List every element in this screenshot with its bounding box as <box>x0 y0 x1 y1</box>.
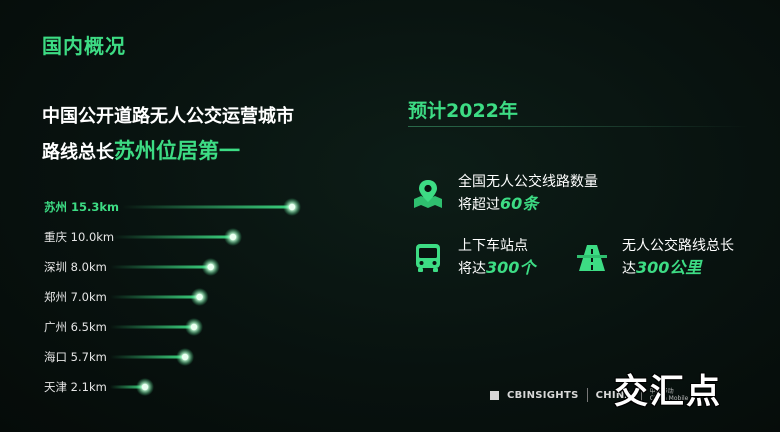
bar-label: 海口 5.7km <box>44 350 107 364</box>
stat-route-count: 全国无人公交线路数量 将超过60条 <box>410 172 598 216</box>
bar-end-dot <box>181 353 189 361</box>
bar-label: 广州 6.5km <box>44 320 107 334</box>
section-title: 国内概况 <box>42 34 126 58</box>
stat-route-length: 无人公交路线总长 达300公里 <box>574 236 734 280</box>
bar-label: 苏州 15.3km <box>44 200 119 214</box>
footer-region: CHINA <box>595 389 633 401</box>
bar <box>110 295 200 299</box>
headline-line2-prefix: 路线总长 <box>42 142 114 163</box>
footer: CBINSIGHTS CHINA 中国移动 China Mobile <box>490 388 688 402</box>
bar-end-dot <box>190 323 198 331</box>
footer-brand: CBINSIGHTS <box>507 389 579 401</box>
forecast-divider <box>408 126 748 127</box>
stat-route-count-label: 全国无人公交线路数量 <box>458 174 598 190</box>
stat-stops-prefix: 将达 <box>458 261 486 277</box>
bar-label: 重庆 10.0km <box>44 230 114 244</box>
stat-route-count-prefix: 将超过 <box>458 197 500 213</box>
bar-label: 天津 2.1km <box>44 380 107 394</box>
headline: 中国公开道路无人公交运营城市 路线总长苏州位居第一 <box>42 100 294 170</box>
bar-end-dot <box>288 203 296 211</box>
stat-stops-label: 上下车站点 <box>458 238 528 254</box>
bar <box>112 235 233 239</box>
footer-sep-2 <box>640 388 642 402</box>
bus-icon <box>410 240 446 276</box>
city-route-length-chart: 苏州 15.3km 重庆 10.0km 深圳 8.0km 郑州 7.0km 广州 6.5… <box>0 190 330 405</box>
stat-route-count-value: 60条 <box>500 194 539 213</box>
bar <box>110 265 211 269</box>
watermark: 交汇点 <box>614 372 722 412</box>
bar-end-dot <box>196 293 203 301</box>
bar <box>110 355 186 359</box>
cb-logo-icon <box>490 390 499 400</box>
stat-route-length-prefix: 达 <box>622 261 636 277</box>
bar <box>122 205 292 209</box>
chart-svg: 苏州 15.3km 重庆 10.0km 深圳 8.0km 郑州 7.0km 广州 6.5… <box>44 198 301 396</box>
bar-label: 郑州 7.0km <box>44 290 107 304</box>
bar-end-dot <box>229 233 237 241</box>
map-pin-icon <box>410 176 446 212</box>
headline-line1: 中国公开道路无人公交运营城市 <box>42 106 294 127</box>
bar-label: 深圳 8.0km <box>44 260 107 274</box>
stat-route-length-value: 300公里 <box>636 258 702 277</box>
stat-stops-value: 300个 <box>486 258 536 277</box>
bar <box>110 325 194 329</box>
partner-line1: 中国移动 <box>649 388 674 395</box>
headline-line2: 路线总长苏州位居第一 <box>42 134 294 170</box>
stat-stops: 上下车站点 将达300个 <box>410 236 535 280</box>
forecast-title: 预计2022年 <box>408 100 518 122</box>
partner-logo: 中国移动 China Mobile <box>650 388 689 402</box>
partner-line2: China Mobile <box>649 395 689 402</box>
bar-end-dot <box>207 263 214 271</box>
headline-highlight: 苏州位居第一 <box>114 139 240 163</box>
stat-route-length-label: 无人公交路线总长 <box>622 238 734 254</box>
bar-end-dot <box>141 383 149 391</box>
footer-sep-1 <box>586 388 588 402</box>
road-icon <box>574 240 610 276</box>
